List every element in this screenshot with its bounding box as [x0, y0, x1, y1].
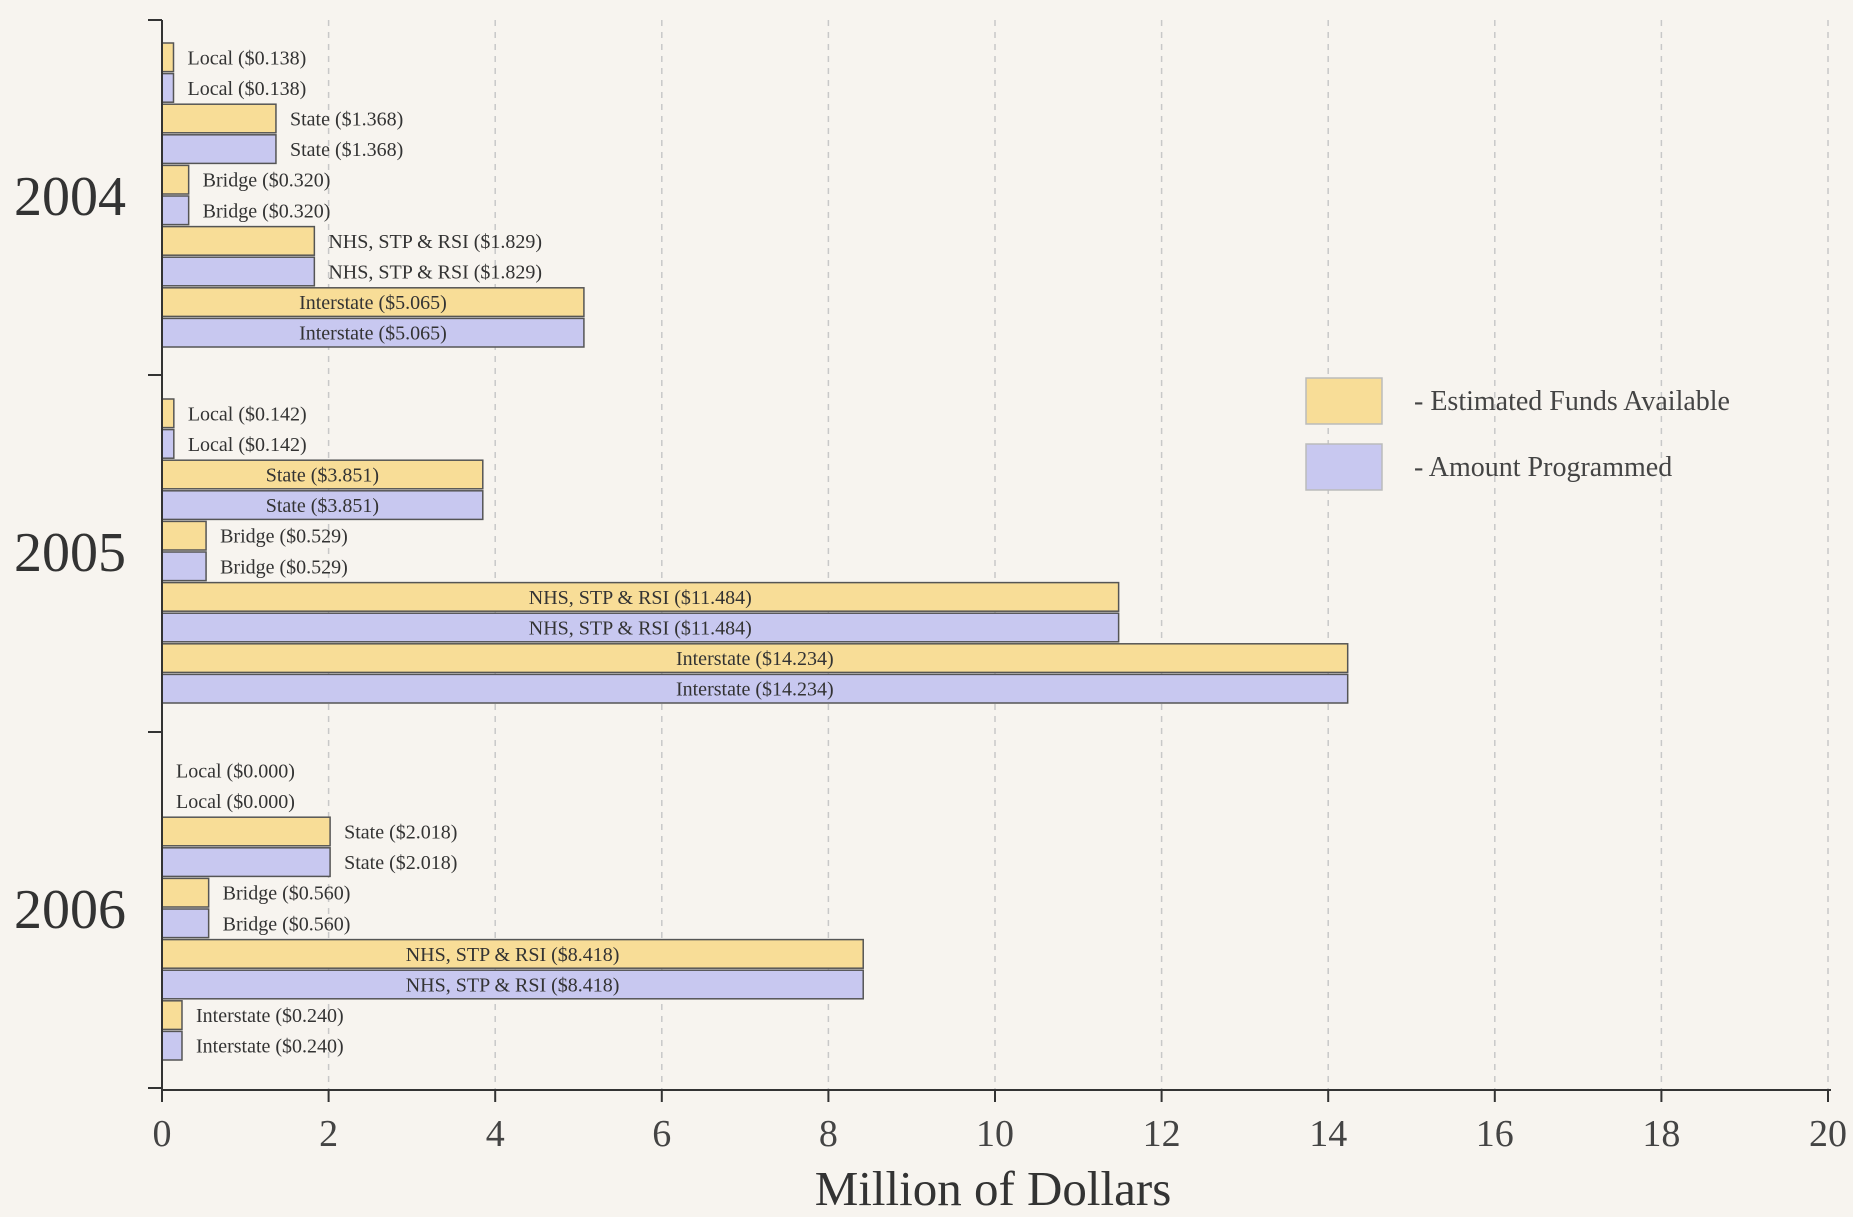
- x-tick-label: 2: [319, 1113, 338, 1155]
- axes: 0 2 4 6 8 10 12 14 16 18 20 2004 2005 2006: [14, 19, 1847, 1155]
- bar: [161, 103, 277, 134]
- bar-label: Bridge ($0.560): [223, 913, 351, 935]
- bar: [161, 643, 1349, 674]
- bar: [161, 551, 207, 582]
- bar-label: Bridge ($0.320): [203, 200, 331, 222]
- group-label: 2004: [14, 166, 126, 228]
- bar: [161, 1000, 183, 1031]
- bar: [161, 428, 175, 459]
- x-tick-label: 10: [976, 1113, 1014, 1155]
- legend-swatch: [1305, 377, 1383, 425]
- bar-label: Local ($0.000): [176, 791, 295, 813]
- bar: [161, 256, 316, 287]
- bar-label: Interstate ($5.065): [299, 323, 447, 345]
- bar: [161, 673, 1349, 704]
- bar-label: State ($3.851): [266, 465, 379, 487]
- bar-label: Local ($0.138): [187, 78, 306, 100]
- bar-label: Local ($0.142): [188, 434, 307, 456]
- bar-label: NHS, STP & RSI ($11.484): [529, 618, 752, 640]
- legend-label: - Amount Programmed: [1414, 452, 1672, 483]
- bar-label: NHS, STP & RSI ($1.829): [328, 231, 542, 253]
- x-tick-label: 16: [1476, 1113, 1514, 1155]
- x-tick-label: 20: [1809, 1113, 1847, 1155]
- bar-label: Bridge ($0.560): [223, 883, 351, 905]
- bar: [161, 816, 331, 847]
- bar: [161, 72, 175, 103]
- bar: [161, 459, 484, 490]
- legend-swatch: [1305, 443, 1383, 491]
- bar-label: NHS, STP & RSI ($8.418): [406, 975, 620, 997]
- group-label: 2005: [14, 522, 126, 584]
- x-tick-label: 6: [652, 1113, 671, 1155]
- bar-label: Interstate ($5.065): [299, 292, 447, 314]
- bar-label: NHS, STP & RSI ($11.484): [529, 587, 752, 609]
- bar: [161, 134, 277, 165]
- bar-label: Local ($0.138): [187, 47, 306, 69]
- bar: [161, 225, 316, 256]
- bars: Local ($0.138) Local ($0.138) State ($1.36…: [161, 42, 1349, 1061]
- bar: [161, 520, 207, 551]
- x-tick-label: 12: [1143, 1113, 1181, 1155]
- bar-label: Local ($0.142): [188, 403, 307, 425]
- bar-label: NHS, STP & RSI ($8.418): [406, 944, 620, 966]
- legend-label: - Estimated Funds Available: [1414, 386, 1730, 417]
- bar-label: Interstate ($14.234): [676, 648, 834, 670]
- bar-label: State ($1.368): [290, 109, 403, 131]
- bar-label: Bridge ($0.320): [203, 170, 331, 192]
- bar: [161, 969, 864, 1000]
- bar: [161, 581, 1120, 612]
- bar-label: Bridge ($0.529): [220, 526, 348, 548]
- bar: [161, 42, 175, 73]
- x-tick-label: 18: [1642, 1113, 1680, 1155]
- grid-lines: [327, 20, 1829, 1090]
- group-label: 2006: [14, 879, 126, 941]
- bar-label: Interstate ($14.234): [676, 679, 834, 701]
- bar-label: State ($1.368): [290, 139, 403, 161]
- x-tick-label: 0: [153, 1113, 172, 1155]
- bar-label: State ($2.018): [344, 852, 457, 874]
- bar-label: Bridge ($0.529): [220, 556, 348, 578]
- bar-label: Interstate ($0.240): [196, 1005, 344, 1027]
- x-axis-title: Million of Dollars: [815, 1161, 1172, 1212]
- bar: [161, 847, 331, 878]
- bar-label: State ($3.851): [266, 495, 379, 517]
- bar: [161, 398, 175, 429]
- bar-label: Local ($0.000): [176, 760, 295, 782]
- x-tick-label: 14: [1309, 1113, 1347, 1155]
- legend: - Estimated Funds Available - Amount Prog…: [1305, 377, 1730, 491]
- bar-label: Interstate ($0.240): [196, 1036, 344, 1058]
- bar-label: NHS, STP & RSI ($1.829): [328, 262, 542, 284]
- bar: [161, 612, 1120, 643]
- x-tick-label: 8: [819, 1113, 838, 1155]
- bar: [161, 195, 190, 226]
- bar-label: State ($2.018): [344, 822, 457, 844]
- bar: [161, 317, 585, 348]
- bar: [161, 1030, 183, 1061]
- bar: [161, 908, 210, 939]
- bar: [161, 877, 210, 908]
- bar: [161, 490, 484, 521]
- x-tick-label: 4: [486, 1113, 505, 1155]
- bar: [161, 164, 190, 195]
- bar: [161, 287, 585, 318]
